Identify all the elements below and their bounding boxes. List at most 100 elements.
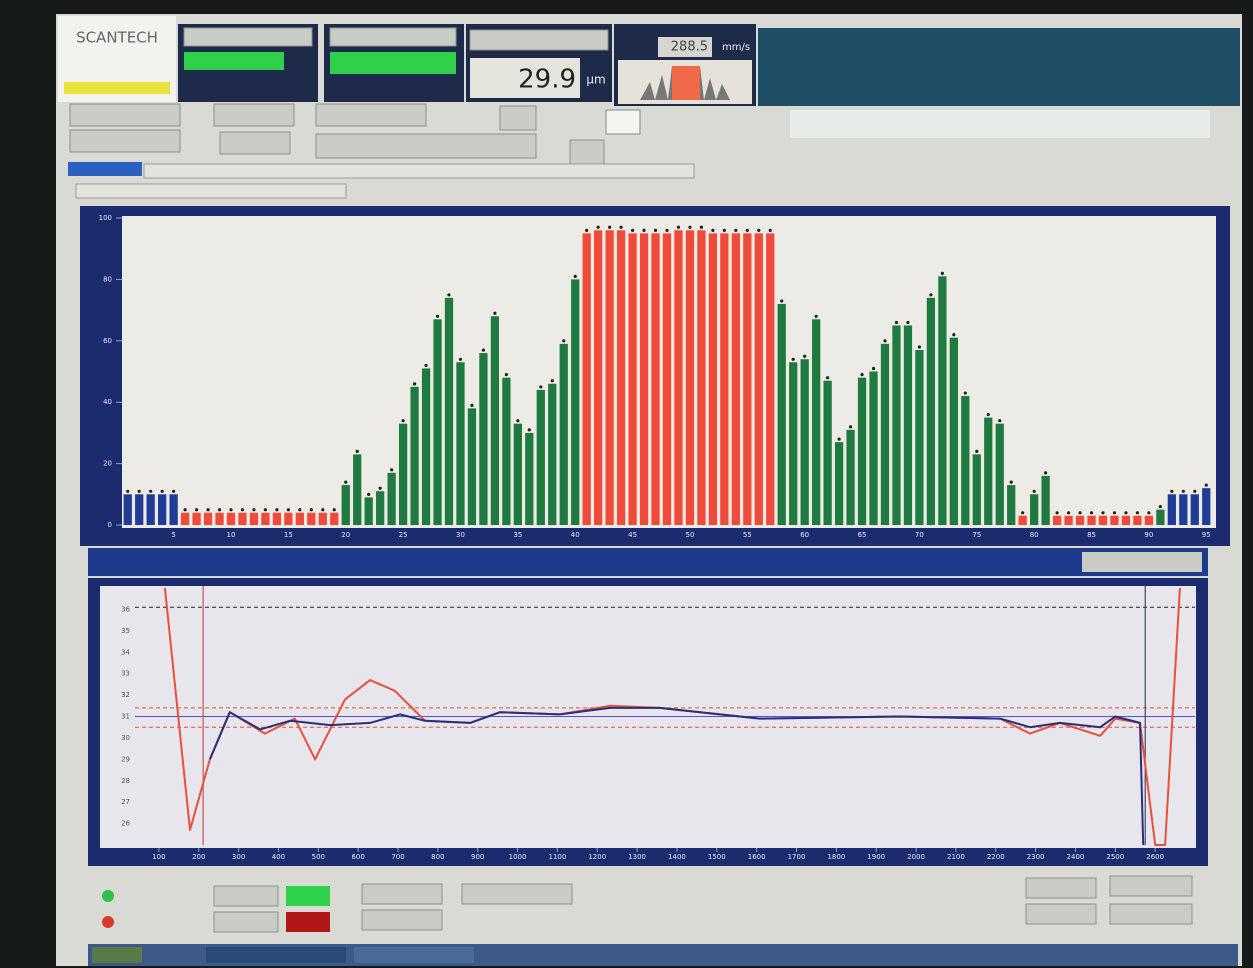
reading-unit: µm (586, 73, 605, 87)
task-item[interactable] (354, 947, 474, 963)
tool-button[interactable] (70, 104, 180, 126)
x-tick-label: 600 (351, 853, 364, 861)
tool-button[interactable] (570, 140, 604, 164)
bar-marker (815, 315, 818, 318)
bar-marker (161, 490, 164, 493)
bar (743, 233, 751, 525)
logo: SCANTECH (76, 29, 158, 47)
bar (1145, 516, 1153, 525)
tool-button[interactable] (316, 104, 426, 126)
bar-marker (195, 508, 198, 511)
dropdown[interactable] (184, 28, 312, 46)
button-on[interactable] (286, 886, 330, 906)
x-tick-label: 15 (284, 531, 293, 539)
bar-marker (780, 299, 783, 302)
page: SCANTECH 29.9 µm 288.5 mm/s (0, 0, 1253, 968)
button[interactable] (362, 884, 442, 904)
bar (915, 350, 923, 525)
bar (250, 513, 258, 525)
button-off[interactable] (286, 912, 330, 932)
bar (950, 338, 958, 525)
bar-marker (1010, 480, 1013, 483)
x-tick-label: 75 (972, 531, 981, 539)
button[interactable] (214, 912, 278, 932)
y-tick-label: 31 (121, 713, 130, 721)
bar (904, 325, 912, 525)
button[interactable] (214, 886, 278, 906)
bar (961, 396, 969, 525)
button[interactable] (362, 910, 442, 930)
bar (273, 513, 281, 525)
bar-marker (677, 226, 680, 229)
x-tick-label: 95 (1202, 531, 1211, 539)
strip-buttons[interactable] (1082, 552, 1202, 572)
tool-button[interactable] (500, 106, 536, 130)
x-tick-label: 100 (152, 853, 165, 861)
x-tick-label: 90 (1144, 531, 1153, 539)
bar-marker (585, 229, 588, 232)
bar-marker (952, 333, 955, 336)
bar (778, 304, 786, 525)
bar (433, 319, 441, 525)
bar-marker (528, 428, 531, 431)
bar (319, 513, 327, 525)
button[interactable] (1110, 904, 1192, 924)
y-tick-label: 35 (121, 627, 130, 635)
bar (686, 230, 694, 525)
bar-marker (769, 229, 772, 232)
info-strip (88, 548, 1208, 576)
y-tick-label: 26 (121, 820, 130, 828)
y-tick-label: 36 (121, 605, 130, 613)
tab-row[interactable] (144, 164, 694, 178)
bar-marker (1067, 511, 1070, 514)
x-tick-label: 2100 (947, 853, 965, 861)
start-button[interactable] (92, 947, 142, 963)
bar (376, 491, 384, 525)
button[interactable] (1026, 878, 1096, 898)
bar (571, 279, 579, 525)
bar (628, 233, 636, 525)
subtab-row[interactable] (76, 184, 346, 198)
tool-button[interactable] (606, 110, 640, 134)
mini-profile-center (672, 66, 700, 100)
x-tick-label: 500 (312, 853, 325, 861)
reading: 29.9 (518, 65, 576, 95)
bar-marker (275, 508, 278, 511)
bar-marker (287, 508, 290, 511)
tab-active[interactable] (68, 162, 142, 176)
y-tick-label: 30 (121, 734, 130, 742)
bar-marker (206, 508, 209, 511)
tool-button[interactable] (220, 132, 290, 154)
bar (835, 442, 843, 525)
dropdown[interactable] (330, 28, 456, 46)
button[interactable] (462, 884, 572, 904)
bar (583, 233, 591, 525)
bar (170, 494, 178, 525)
button[interactable] (1110, 876, 1192, 896)
bar (938, 276, 946, 525)
tool-button[interactable] (316, 134, 536, 158)
bar (1042, 476, 1050, 525)
bar (502, 378, 510, 525)
y-tick-label: 40 (103, 398, 112, 406)
bar-marker (459, 358, 462, 361)
x-tick-label: 80 (1030, 531, 1039, 539)
status-light (102, 916, 114, 928)
tool-button[interactable] (214, 104, 294, 126)
bar-marker (172, 490, 175, 493)
bar-marker (379, 487, 382, 490)
bar-marker (1170, 490, 1173, 493)
button[interactable] (1026, 904, 1096, 924)
tool-button[interactable] (70, 130, 180, 152)
bar-marker (516, 419, 519, 422)
y-tick-label: 34 (121, 648, 130, 656)
bar-marker (126, 490, 129, 493)
bar (342, 485, 350, 525)
bar (720, 233, 728, 525)
task-item[interactable] (206, 947, 346, 963)
bar-marker (218, 508, 221, 511)
bar (296, 513, 304, 525)
x-tick-label: 1900 (867, 853, 885, 861)
dropdown[interactable] (470, 30, 608, 50)
status-ok (330, 52, 456, 74)
